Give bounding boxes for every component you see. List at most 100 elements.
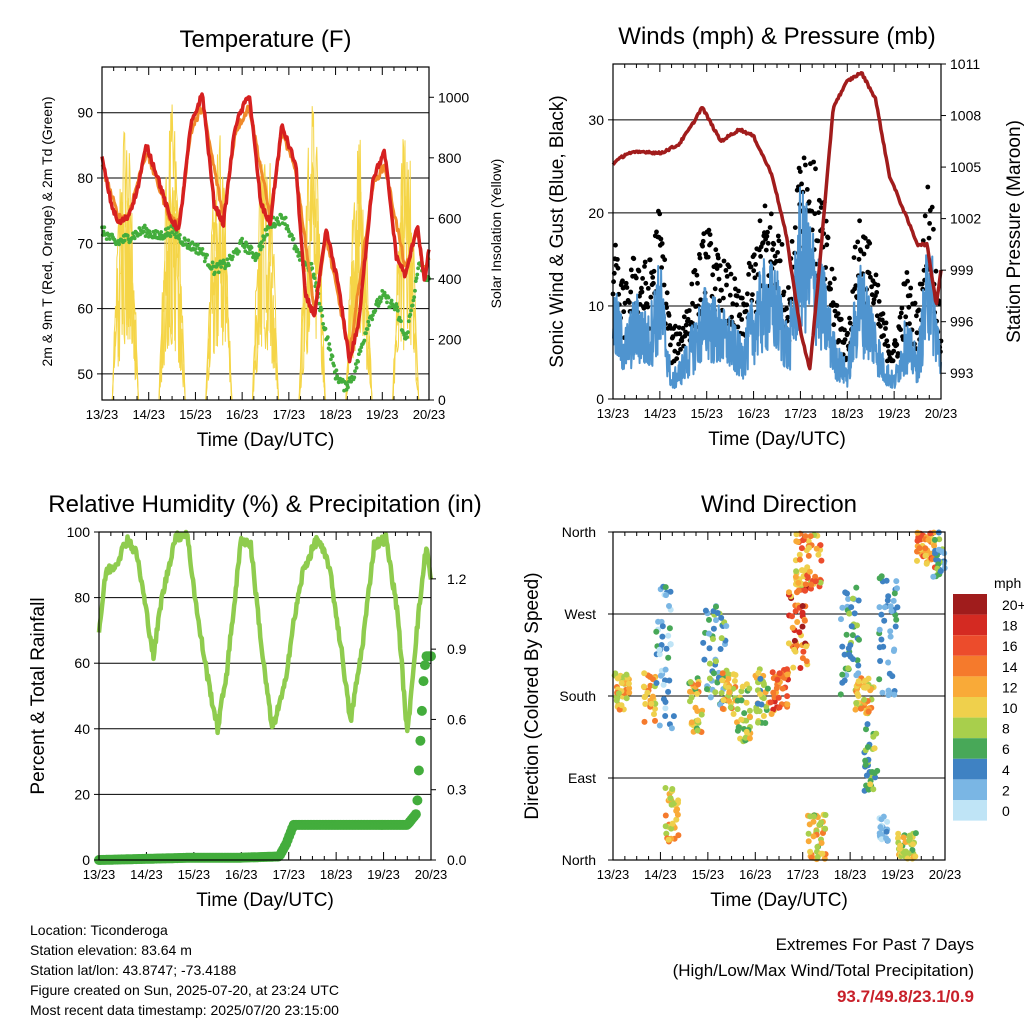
direction-point xyxy=(812,573,819,580)
direction-point xyxy=(891,590,898,597)
gust-point xyxy=(700,243,705,249)
direction-point xyxy=(887,603,894,610)
direction-point xyxy=(656,646,663,653)
gust-point xyxy=(721,258,727,264)
direction-point xyxy=(799,567,806,574)
direction-point xyxy=(665,654,672,661)
colorbar-label: 16 xyxy=(1002,638,1018,654)
direction-point xyxy=(922,545,929,552)
gust-point xyxy=(933,268,939,274)
temp-x-axis-label: Time (Day/UTC) xyxy=(197,430,335,451)
gust-point xyxy=(717,298,722,304)
direction-point xyxy=(800,648,807,655)
gust-point xyxy=(868,274,873,280)
gust-point xyxy=(779,242,785,247)
colorbar-swatch xyxy=(953,779,987,800)
direction-point xyxy=(755,670,762,676)
direction-point xyxy=(849,595,856,602)
rh-x-tick-label: 15/23 xyxy=(178,867,211,882)
direction-point xyxy=(666,625,673,632)
wind-y2-tick-label: 999 xyxy=(950,262,974,278)
direction-point xyxy=(662,705,669,712)
direction-point xyxy=(656,722,663,729)
direction-point xyxy=(860,684,867,691)
direction-point xyxy=(806,544,812,551)
rh-y2-tick-label: 0.3 xyxy=(447,782,467,798)
gust-point xyxy=(771,241,777,247)
rh-y-tick-label: 60 xyxy=(74,655,90,671)
gust-point xyxy=(641,305,647,311)
dewpoint-point xyxy=(364,331,368,336)
wind-x-tick-label: 18/23 xyxy=(831,406,864,421)
gust-point xyxy=(642,259,648,265)
wind-y-tick-label: 30 xyxy=(588,112,604,128)
direction-point xyxy=(746,685,753,692)
gust-point xyxy=(707,232,713,238)
direction-point xyxy=(785,640,792,647)
dewpoint-point xyxy=(366,319,371,324)
temp-x-tick-label: 17/23 xyxy=(273,407,306,422)
gust-point xyxy=(657,211,663,217)
gust-point xyxy=(801,155,807,161)
direction-point xyxy=(738,697,745,704)
gust-point xyxy=(713,247,719,253)
direction-point xyxy=(881,617,888,624)
dewpoint-point xyxy=(210,260,215,265)
temp-y2-tick-label: 0 xyxy=(438,392,446,408)
gust-point xyxy=(864,244,870,250)
gust-point xyxy=(680,325,686,331)
gust-point xyxy=(757,218,763,224)
direction-point xyxy=(895,830,902,837)
direction-point xyxy=(799,655,806,662)
dewpoint-point xyxy=(346,385,350,390)
gust-point xyxy=(857,218,862,224)
direction-point xyxy=(694,708,701,714)
gust-point xyxy=(651,268,657,274)
gust-point xyxy=(835,311,841,316)
direction-point xyxy=(694,727,701,734)
direction-point xyxy=(662,666,669,673)
rh-y2-tick-label: 1.2 xyxy=(447,571,467,587)
gust-point xyxy=(838,316,844,322)
direction-point xyxy=(618,680,625,686)
precip-point xyxy=(420,660,430,671)
dewpoint-point xyxy=(356,359,360,364)
gust-point xyxy=(694,272,700,278)
gust-point xyxy=(861,251,867,257)
precip-point xyxy=(416,705,427,716)
dewpoint-point xyxy=(365,327,370,331)
gust-point xyxy=(842,327,847,333)
wind-x-tick-label: 20/23 xyxy=(925,406,958,421)
direction-point xyxy=(784,701,791,708)
gust-point xyxy=(734,293,740,299)
direction-point xyxy=(726,689,733,696)
direction-point xyxy=(864,721,871,728)
temp-x-tick-label: 19/23 xyxy=(366,407,399,422)
dir-x-tick-label: 14/23 xyxy=(644,867,677,882)
direction-point xyxy=(669,820,676,827)
direction-point xyxy=(662,677,668,684)
direction-point xyxy=(796,551,803,558)
dewpoint-point xyxy=(195,242,200,247)
gust-point xyxy=(792,225,798,231)
direction-point xyxy=(894,585,900,592)
gust-point xyxy=(898,327,903,333)
gust-point xyxy=(869,284,874,290)
gust-point xyxy=(752,275,758,281)
direction-point xyxy=(663,592,669,599)
direction-point xyxy=(817,542,824,549)
dewpoint-point xyxy=(371,313,375,317)
direction-point xyxy=(930,573,937,580)
direction-point xyxy=(817,579,824,586)
direction-point xyxy=(792,608,799,615)
gust-point xyxy=(767,225,773,230)
direction-point xyxy=(906,835,913,842)
dewpoint-point xyxy=(291,236,296,241)
direction-point xyxy=(804,564,811,571)
gust-point xyxy=(719,287,724,293)
wind-x-tick-label: 16/23 xyxy=(737,406,770,421)
gust-point xyxy=(739,295,745,301)
direction-point xyxy=(652,705,658,712)
gust-point xyxy=(737,312,743,317)
dewpoint-point xyxy=(411,298,416,303)
